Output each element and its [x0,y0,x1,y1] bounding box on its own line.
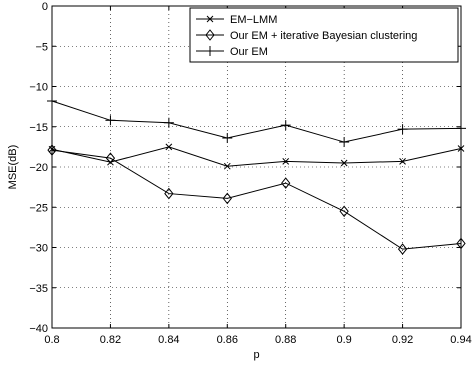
diamond-marker [47,144,57,156]
diamond-marker [397,243,408,255]
series-plus [47,95,466,148]
x-marker [457,145,465,152]
y-tick-label: −30 [29,243,48,255]
legend-label: EM−LMM [230,14,277,26]
plus-marker [222,133,233,144]
series-line-diamond [51,149,462,250]
plus-marker [105,115,116,126]
plus-marker [280,120,291,131]
y-tick-label: −40 [29,323,48,335]
plus-marker [339,137,350,148]
tick-labels: 0.8 0.82 0.84 0.86 0.88 0.9 0.92 0.94 0 −5 −10 −15 −… [29,1,471,346]
diamond-marker [205,29,215,41]
diamond-marker [105,152,116,164]
x-tick-label: 0.8 [44,334,59,346]
plus-marker [47,95,57,106]
diamond-marker [281,177,291,189]
x-axis-label: p [253,349,259,361]
y-tick-label: −10 [29,82,48,94]
y-tick-label: 0 [42,1,48,13]
x-tick-label: 0.9 [336,334,351,346]
axis-ticks [51,5,462,329]
y-tick-label: −15 [29,122,48,134]
plus-marker [456,123,466,134]
x-tick-label: 0.94 [450,334,471,346]
legend-label: Our EM + iterative Bayesian clustering [230,30,417,42]
y-tick-label: −25 [29,202,48,214]
x-marker [165,143,173,151]
legend: EM−LMM Our EM + iterative Bayesian cluste… [189,7,459,63]
legend-item: EM−LMM [196,14,277,26]
diamond-marker [339,205,349,218]
x-marker [340,159,348,167]
series-x [48,143,465,170]
x-marker [282,158,290,165]
x-tick-label: 0.84 [158,334,179,346]
plus-marker [205,46,215,56]
plus-marker [397,124,408,135]
x-marker [206,15,214,23]
x-tick-label: 0.86 [217,334,238,346]
x-tick-label: 0.92 [392,334,413,346]
legend-label: Our EM [230,46,268,58]
series-line-plus [51,100,462,143]
plus-marker [163,117,174,128]
y-tick-label: −5 [35,41,48,53]
diamond-marker [456,237,466,250]
legend-item: Our EM [196,46,268,58]
x-tick-label: 0.82 [100,334,121,346]
x-marker [399,158,406,165]
x-marker [223,162,231,170]
diamond-marker [164,187,174,200]
diamond-marker [222,192,232,205]
y-tick-label: −35 [29,283,48,295]
series-diamond [47,144,466,255]
legend-box [189,7,459,63]
y-tick-label: −20 [29,162,48,174]
data-series [47,95,466,255]
legend-item: Our EM + iterative Bayesian clustering [196,29,417,42]
series-line-x [51,146,462,167]
x-tick-label: 0.88 [275,334,296,346]
y-axis-label: MSE(dB) [7,145,19,190]
